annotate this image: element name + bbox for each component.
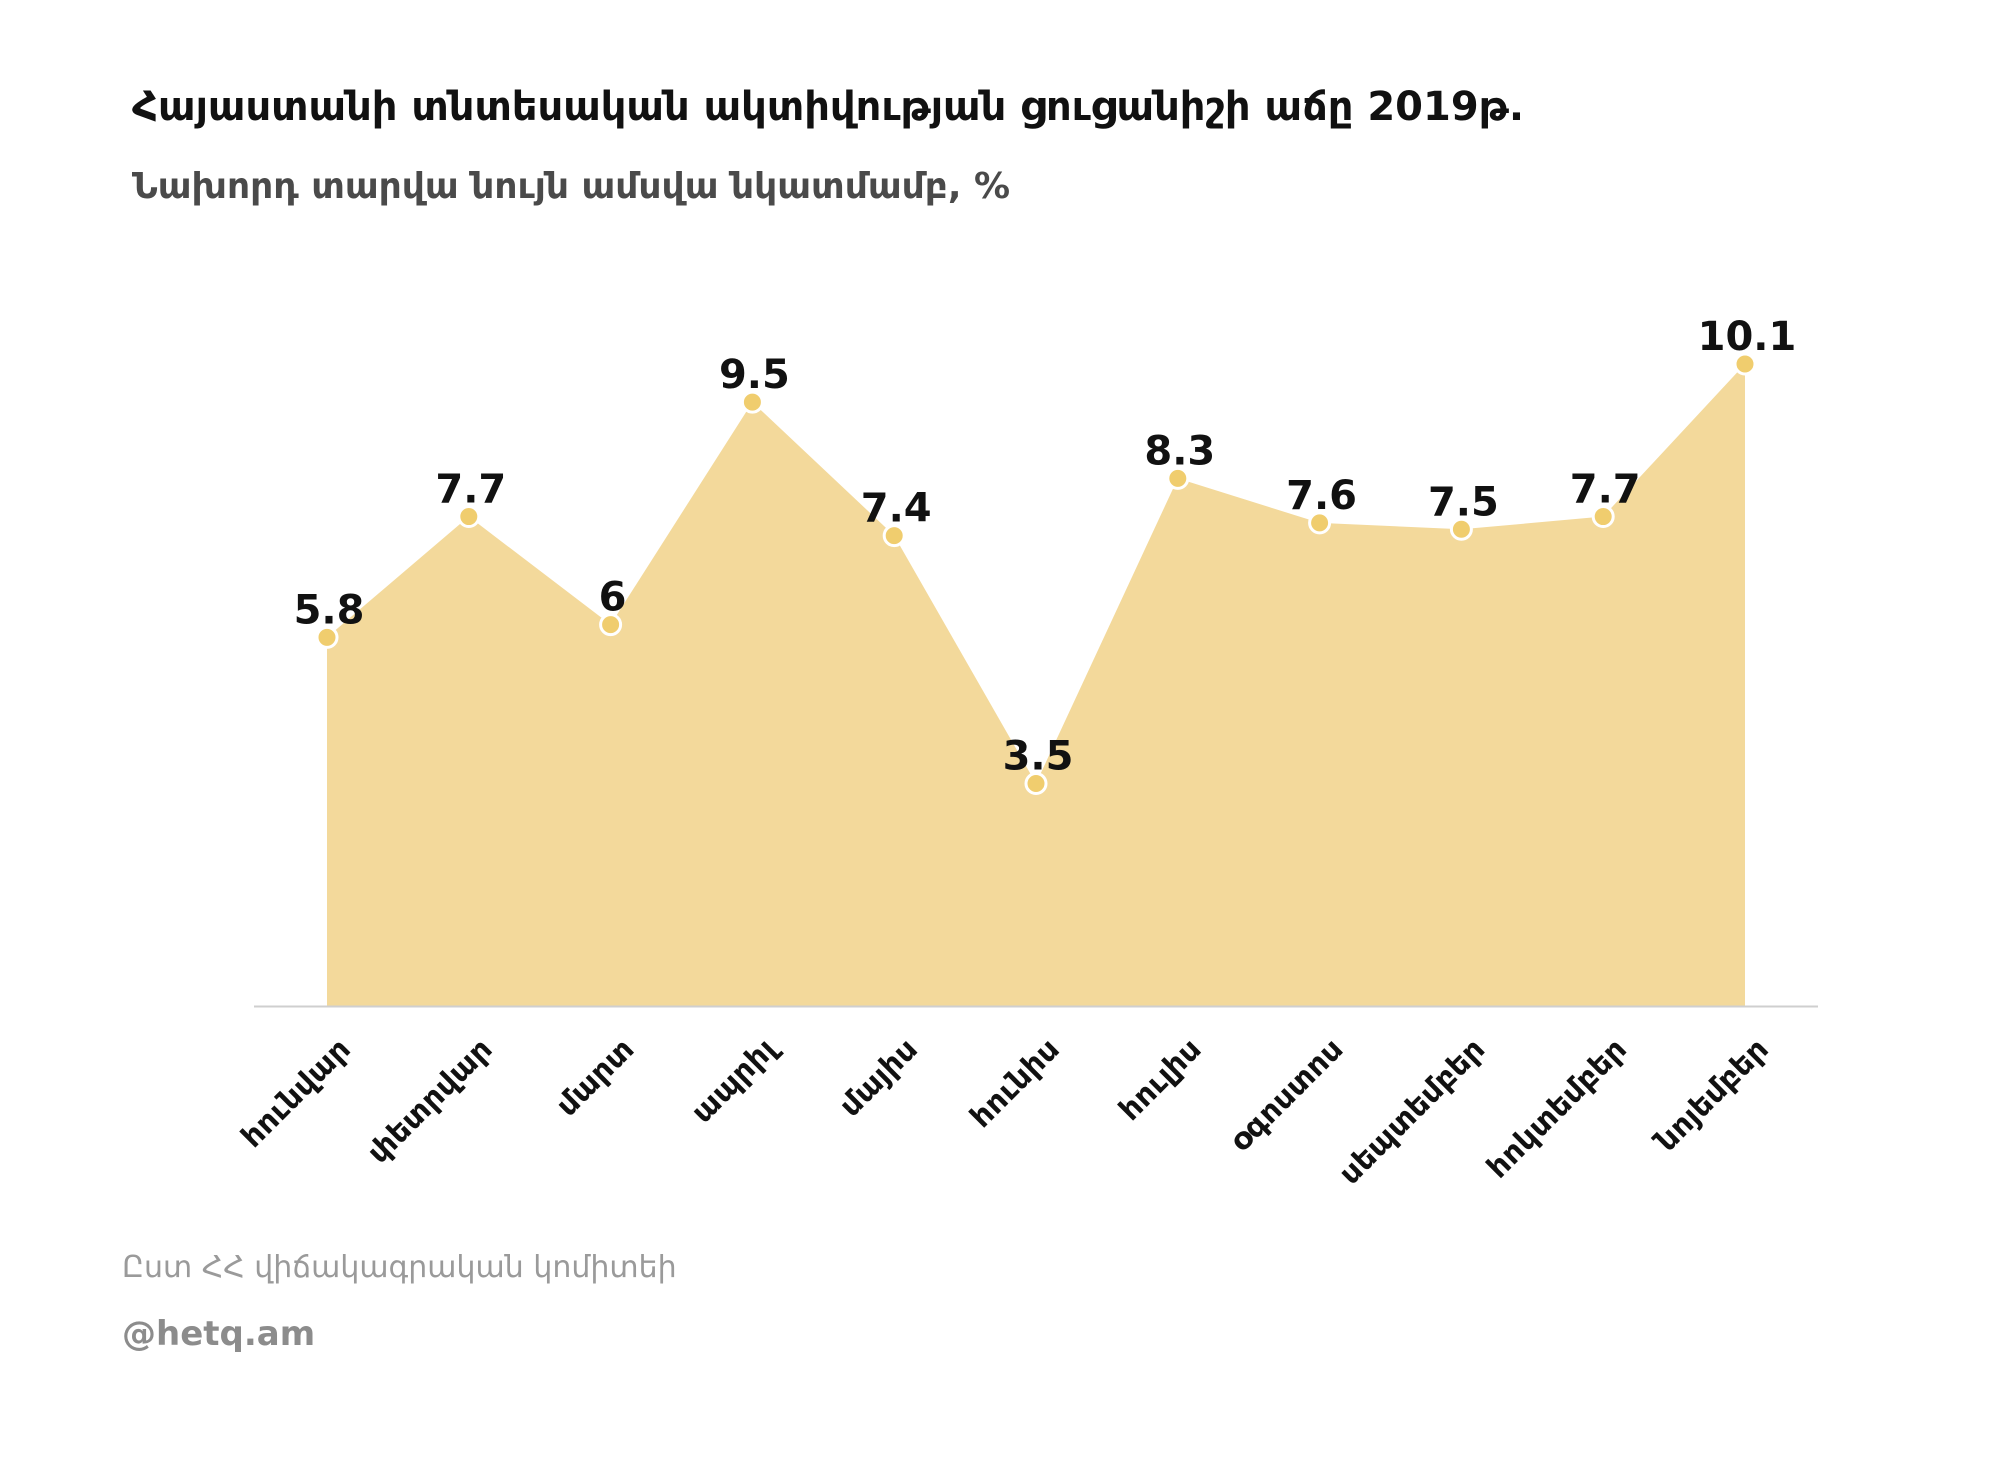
data-label: 10.1 (1698, 314, 1797, 360)
x-tick-label: փետրվար (361, 1032, 500, 1171)
x-tick-label: մարտ (550, 1032, 642, 1124)
data-point (1733, 352, 1757, 376)
data-label: 9.5 (719, 352, 790, 398)
x-tick-label: հունիս (964, 1032, 1067, 1135)
data-label: 7.7 (435, 467, 506, 513)
data-point (882, 524, 906, 548)
area-layer (327, 364, 1745, 1006)
series-area (327, 364, 1745, 1006)
data-label: 7.7 (1570, 467, 1641, 513)
x-tick-label: մայիս (833, 1032, 925, 1124)
data-label: 7.4 (861, 486, 932, 532)
data-point (1166, 466, 1190, 490)
data-label: 7.6 (1286, 473, 1357, 519)
data-label: 5.8 (294, 587, 365, 633)
data-label: 6 (599, 575, 627, 621)
x-tick-label: նոյեմբեր (1648, 1032, 1776, 1160)
data-point (740, 390, 764, 414)
x-tick-label: ապրիլ (685, 1029, 786, 1130)
data-markers (315, 352, 1757, 796)
data-point (599, 613, 623, 637)
x-tick-label: հուլիս (1112, 1032, 1208, 1128)
x-tick-label: սեպտեմբեր (1332, 1032, 1492, 1192)
source-note: Ըստ ՀՀ վիճակագրական կոմիտեի (122, 1250, 677, 1285)
x-tick-label: հոկտեմբեր (1480, 1032, 1634, 1186)
data-label: 3.5 (1003, 734, 1074, 780)
data-labels: 5.8 7.7 6 9.5 7.4 3.5 8.3 7.6 7.5 7.7 10.1 (294, 314, 1797, 780)
x-tick-labels: հունվար փետրվար մարտ ապրիլ մայիս հունիս հուլիս… (235, 1029, 1776, 1191)
x-tick-label: օգոստոս (1223, 1032, 1350, 1159)
data-point (315, 625, 339, 649)
data-label: 7.5 (1428, 479, 1499, 525)
data-point (1449, 517, 1473, 541)
data-label: 8.3 (1144, 428, 1215, 474)
data-point (457, 505, 481, 529)
x-tick-label: հունվար (235, 1032, 358, 1155)
data-point (1308, 511, 1332, 535)
chart-subtitle: Նախորդ տարվա նույն ամսվա նկատմամբ, % (132, 166, 1011, 207)
data-point (1024, 772, 1048, 796)
chart-title: Հայաստանի տնտեսական ակտիվության ցուցանիշ… (132, 84, 1525, 130)
brand-handle: @hetq.am (122, 1314, 316, 1354)
data-point (1591, 505, 1615, 529)
